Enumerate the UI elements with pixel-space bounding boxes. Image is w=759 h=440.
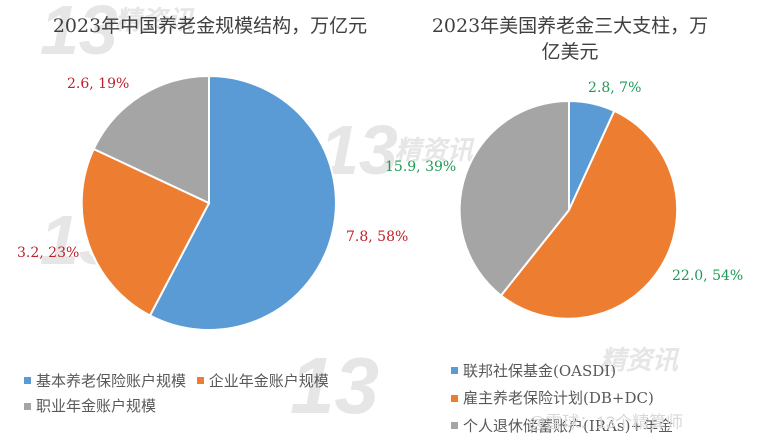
right-pie bbox=[458, 99, 679, 320]
right-title-line1: 2023年美国养老金三大支柱，万 bbox=[431, 15, 709, 37]
left-pie bbox=[80, 74, 337, 331]
legend-swatch-blue-icon bbox=[24, 377, 31, 384]
right-slice-iras[interactable] bbox=[458, 99, 570, 297]
left-slice-basic-pension[interactable] bbox=[148, 74, 337, 331]
left-label-gray: 2.6, 19% bbox=[67, 76, 130, 92]
right-title-line2: 亿美元 bbox=[541, 41, 599, 63]
legend-item-occupational-annuity[interactable]: 职业年金账户规模 bbox=[24, 394, 156, 418]
legend-label: 基本养老保险账户规模 bbox=[36, 371, 187, 390]
legend-swatch-orange-icon bbox=[196, 377, 204, 384]
left-slice-occupational-annuity[interactable] bbox=[92, 74, 210, 205]
legend-item-basic-pension[interactable]: 基本养老保险账户规模 bbox=[24, 369, 186, 393]
legend-label: 联邦社保基金(OASDI) bbox=[463, 361, 617, 380]
legend-item-iras[interactable]: 个人退休储蓄账户(IRAs)+年金 bbox=[451, 413, 673, 439]
legend-item-employer-plans[interactable]: 雇主养老保险计划(DB+DC) bbox=[451, 385, 654, 411]
legend-label: 企业年金账户规模 bbox=[208, 371, 329, 390]
left-label-orange: 3.2, 23% bbox=[17, 245, 80, 261]
right-chart-title: 2023年美国养老金三大支柱，万 亿美元 bbox=[405, 13, 735, 65]
left-slice-enterprise-annuity[interactable] bbox=[80, 147, 211, 317]
right-legend: 联邦社保基金(OASDI) 雇主养老保险计划(DB+DC) 个人退休储蓄账户(I… bbox=[451, 356, 751, 439]
legend-item-oasdi[interactable]: 联邦社保基金(OASDI) bbox=[451, 358, 616, 384]
right-slice-employer-plans[interactable] bbox=[499, 109, 679, 320]
legend-swatch-orange-icon bbox=[451, 394, 458, 402]
legend-label: 雇主养老保险计划(DB+DC) bbox=[463, 389, 654, 407]
left-legend: 基本养老保险账户规模 企业年金账户规模 职业年金账户规模 bbox=[24, 367, 404, 418]
left-label-blue: 7.8, 58% bbox=[346, 229, 409, 245]
right-label-gray: 15.9, 39% bbox=[385, 159, 457, 175]
left-chart-title: 2023年中国养老金规模结构，万亿元 bbox=[52, 15, 368, 37]
legend-swatch-gray-icon bbox=[24, 402, 31, 410]
legend-item-enterprise-annuity[interactable]: 企业年金账户规模 bbox=[196, 369, 329, 393]
right-label-orange: 22.0, 54% bbox=[672, 268, 744, 284]
legend-label: 职业年金账户规模 bbox=[36, 397, 157, 415]
legend-swatch-blue-icon bbox=[451, 367, 458, 374]
right-label-blue: 2.8, 7% bbox=[588, 80, 642, 96]
legend-swatch-gray-icon bbox=[451, 422, 458, 429]
legend-label: 个人退休储蓄账户(IRAs)+年金 bbox=[463, 416, 674, 435]
